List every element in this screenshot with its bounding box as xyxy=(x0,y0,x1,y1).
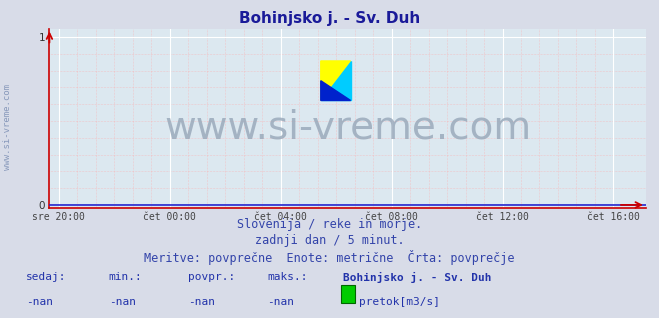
Text: -nan: -nan xyxy=(267,297,294,307)
Text: min.:: min.: xyxy=(109,272,142,282)
Text: www.si-vreme.com: www.si-vreme.com xyxy=(164,108,531,146)
Polygon shape xyxy=(321,61,351,100)
Text: Bohinjsko j. - Sv. Duh: Bohinjsko j. - Sv. Duh xyxy=(343,272,491,283)
Text: -nan: -nan xyxy=(109,297,136,307)
Text: Slovenija / reke in morje.: Slovenija / reke in morje. xyxy=(237,218,422,231)
Text: -nan: -nan xyxy=(188,297,215,307)
Text: -nan: -nan xyxy=(26,297,53,307)
Text: maks.:: maks.: xyxy=(267,272,307,282)
Polygon shape xyxy=(321,61,351,100)
Text: Meritve: povprečne  Enote: metrične  Črta: povprečje: Meritve: povprečne Enote: metrične Črta:… xyxy=(144,250,515,265)
Text: sedaj:: sedaj: xyxy=(26,272,67,282)
Text: www.si-vreme.com: www.si-vreme.com xyxy=(3,84,13,170)
Text: pretok[m3/s]: pretok[m3/s] xyxy=(359,297,440,307)
Text: Bohinjsko j. - Sv. Duh: Bohinjsko j. - Sv. Duh xyxy=(239,11,420,26)
Polygon shape xyxy=(321,81,351,100)
Text: zadnji dan / 5 minut.: zadnji dan / 5 minut. xyxy=(254,234,405,247)
Text: povpr.:: povpr.: xyxy=(188,272,235,282)
